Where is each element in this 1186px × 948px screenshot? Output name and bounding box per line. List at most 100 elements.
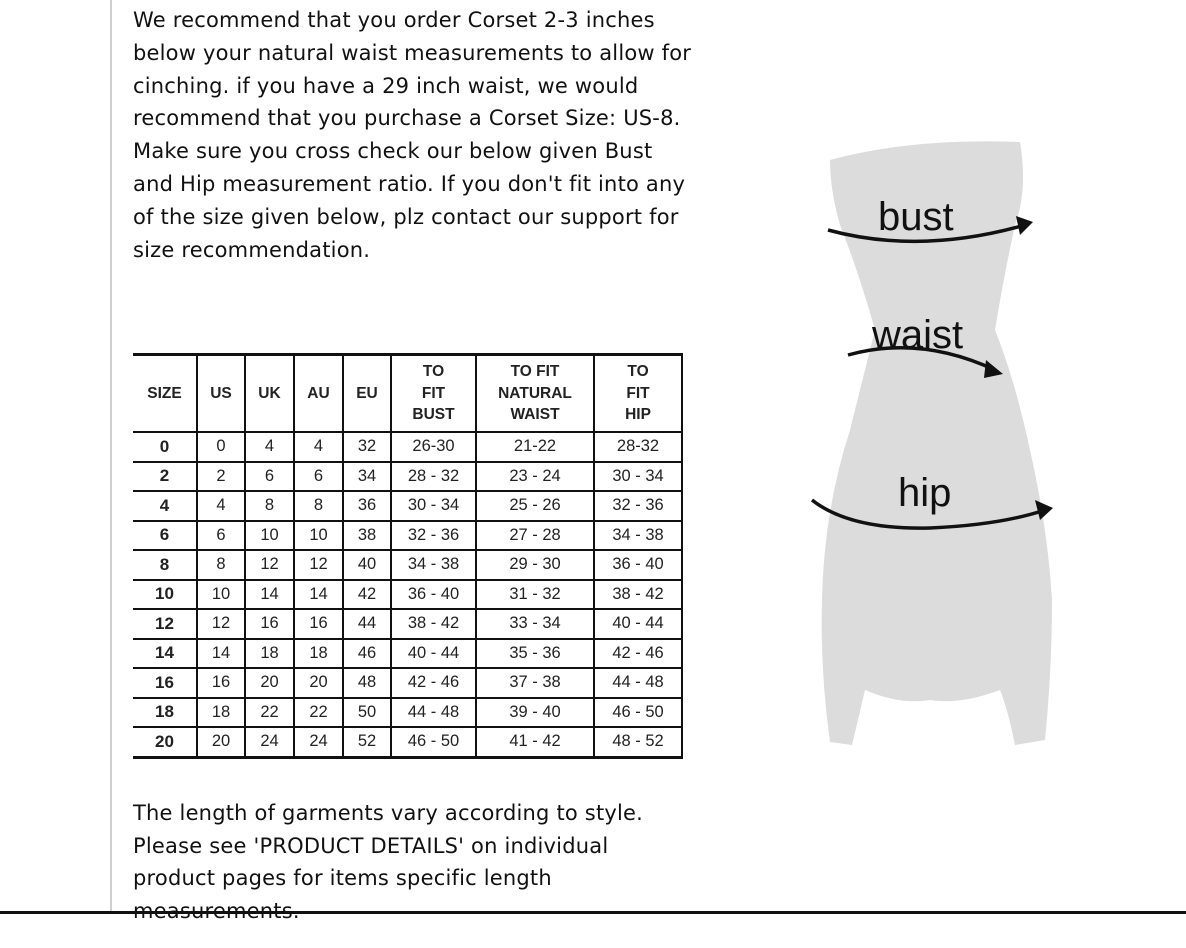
table-cell: 20 — [293, 667, 344, 699]
left-divider — [110, 0, 112, 912]
table-cell: 36 - 40 — [390, 578, 477, 610]
table-cell: 48 — [342, 667, 392, 699]
table-cell: 41 - 42 — [475, 726, 595, 759]
column-header: AU — [293, 353, 344, 433]
table-cell: 8 — [293, 490, 344, 522]
table-cell: 16 — [244, 608, 295, 640]
table-cell: 2 — [196, 460, 246, 492]
table-cell: 18 — [244, 637, 295, 669]
table-cell: 40 — [342, 549, 392, 581]
table-cell: 14 — [244, 578, 295, 610]
table-cell: 42 - 46 — [390, 667, 477, 699]
table-cell: 27 - 28 — [475, 519, 595, 551]
table-row: 8 8 12 12 40 34 - 38 29 - 30 36 - 40 — [133, 549, 683, 581]
table-cell: 31 - 32 — [475, 578, 595, 610]
column-header: EU — [342, 353, 392, 433]
table-cell: 12 — [293, 549, 344, 581]
column-header: TO FIT BUST — [390, 353, 477, 433]
table-cell: 6 — [133, 519, 198, 551]
table-cell: 46 - 50 — [390, 726, 477, 759]
table-cell: 12 — [196, 608, 246, 640]
table-cell: 4 — [244, 431, 295, 463]
table-cell: 16 — [133, 667, 198, 699]
table-cell: 18 — [133, 696, 198, 728]
table-cell: 44 - 48 — [593, 667, 683, 699]
table-cell: 20 — [196, 726, 246, 759]
intro-paragraph: We recommend that you order Corset 2-3 i… — [133, 8, 692, 262]
table-cell: 0 — [133, 431, 198, 463]
table-cell: 34 — [342, 460, 392, 492]
table-header-row: SIZE US UK AU EU TO FIT BUST TO FIT NATURAL WAIST T… — [133, 353, 683, 433]
table-cell: 10 — [133, 578, 198, 610]
bust-arrow — [827, 223, 1026, 244]
waist-arrowhead — [984, 360, 1003, 378]
table-cell: 28-32 — [593, 431, 683, 463]
table-cell: 6 — [244, 460, 295, 492]
table-cell: 6 — [293, 460, 344, 492]
table-cell: 8 — [133, 549, 198, 581]
table-cell: 30 - 34 — [390, 490, 477, 522]
table-cell: 28 - 32 — [390, 460, 477, 492]
table-cell: 22 — [244, 696, 295, 728]
table-row: 4 4 8 8 36 30 - 34 25 - 26 32 - 36 — [133, 490, 683, 522]
table-cell: 33 - 34 — [475, 608, 595, 640]
table-row: 12 12 16 16 44 38 - 42 33 - 34 40 - 44 — [133, 608, 683, 640]
table-cell: 22 — [293, 696, 344, 728]
table-cell: 12 — [133, 608, 198, 640]
hip-label: hip — [898, 471, 951, 515]
table-cell: 32 — [342, 431, 392, 463]
table-cell: 24 — [244, 726, 295, 759]
table-cell: 40 - 44 — [593, 608, 683, 640]
column-header: US — [196, 353, 246, 433]
table-cell: 20 — [244, 667, 295, 699]
table-cell: 42 - 46 — [593, 637, 683, 669]
table-cell: 6 — [196, 519, 246, 551]
table-cell: 37 - 38 — [475, 667, 595, 699]
table-cell: 29 - 30 — [475, 549, 595, 581]
table-cell: 18 — [196, 696, 246, 728]
table-cell: 18 — [293, 637, 344, 669]
table-cell: 46 — [342, 637, 392, 669]
table-row: 20 20 24 24 52 46 - 50 41 - 42 48 - 52 — [133, 726, 683, 759]
table-cell: 10 — [244, 519, 295, 551]
table-cell: 25 - 26 — [475, 490, 595, 522]
table-cell: 42 — [342, 578, 392, 610]
table-cell: 38 - 42 — [390, 608, 477, 640]
waist-label: waist — [871, 313, 963, 357]
size-chart-table: SIZE US UK AU EU TO FIT BUST TO FIT NATURAL WAIST T… — [133, 353, 683, 759]
table-cell: 21-22 — [475, 431, 595, 463]
table-cell: 46 - 50 — [593, 696, 683, 728]
column-header: SIZE — [133, 353, 198, 433]
table-cell: 35 - 36 — [475, 637, 595, 669]
table-cell: 23 - 24 — [475, 460, 595, 492]
table-cell: 34 - 38 — [390, 549, 477, 581]
table-cell: 32 - 36 — [390, 519, 477, 551]
table-row: 6 6 10 10 38 32 - 36 27 - 28 34 - 38 — [133, 519, 683, 551]
table-cell: 14 — [133, 637, 198, 669]
table-row: 14 14 18 18 46 40 - 44 35 - 36 42 - 46 — [133, 637, 683, 669]
bottom-divider — [0, 911, 1186, 914]
table-cell: 4 — [293, 431, 344, 463]
table-row: 10 10 14 14 42 36 - 40 31 - 32 38 - 42 — [133, 578, 683, 610]
hip-arrowhead — [1035, 500, 1053, 520]
table-cell: 39 - 40 — [475, 696, 595, 728]
table-row: 16 16 20 20 48 42 - 46 37 - 38 44 - 48 — [133, 667, 683, 699]
bust-arrowhead — [1016, 216, 1033, 235]
table-cell: 4 — [133, 490, 198, 522]
table-cell: 44 — [342, 608, 392, 640]
bust-label: bust — [878, 195, 954, 239]
column-header: TO FIT HIP — [593, 353, 683, 433]
table-cell: 52 — [342, 726, 392, 759]
table-row: 0 0 4 4 32 26-30 21-22 28-32 — [133, 431, 683, 463]
table-cell: 32 - 36 — [593, 490, 683, 522]
hip-arrow — [810, 498, 1046, 530]
table-cell: 50 — [342, 696, 392, 728]
dress-silhouette — [821, 141, 1052, 745]
table-cell: 14 — [196, 637, 246, 669]
table-cell: 8 — [244, 490, 295, 522]
table-cell: 16 — [293, 608, 344, 640]
table-cell: 0 — [196, 431, 246, 463]
table-cell: 34 - 38 — [593, 519, 683, 551]
table-cell: 26-30 — [390, 431, 477, 463]
table-row: 2 2 6 6 34 28 - 32 23 - 24 30 - 34 — [133, 460, 683, 492]
